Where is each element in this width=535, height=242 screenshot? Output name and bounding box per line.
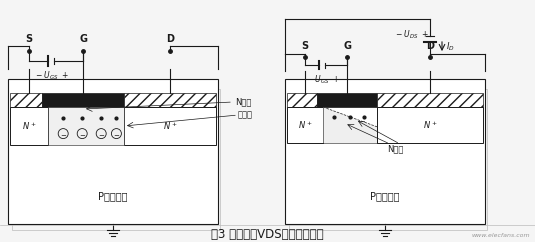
Text: S: S [301, 41, 309, 51]
Text: $I_D$: $I_D$ [446, 41, 455, 53]
Text: 耗尽层: 耗尽层 [238, 111, 253, 120]
Bar [124, 93, 216, 107]
Text: $-$: $-$ [59, 131, 67, 136]
Text: $-$: $-$ [97, 131, 105, 136]
Bar [377, 107, 483, 143]
Bar [289, 89, 487, 230]
Bar [48, 107, 124, 145]
Text: $-$: $-$ [79, 131, 86, 136]
Bar [8, 79, 218, 224]
Bar [10, 93, 42, 107]
Text: P型硅衬底: P型硅衬底 [370, 191, 400, 201]
Text: D: D [166, 34, 174, 44]
Text: N沟道: N沟道 [387, 144, 403, 153]
Text: $N^+$: $N^+$ [423, 119, 437, 131]
Text: $-$: $-$ [113, 131, 120, 136]
Text: $-\ U_{GS}\ +$: $-\ U_{GS}\ +$ [306, 73, 340, 85]
Bar [287, 93, 317, 107]
Bar [377, 93, 483, 107]
Text: P型硅衬底: P型硅衬底 [98, 191, 128, 201]
Text: $N^+$: $N^+$ [163, 120, 177, 132]
Text: www.elecfans.com: www.elecfans.com [471, 233, 530, 238]
Text: D: D [426, 41, 434, 51]
Bar [285, 79, 485, 224]
Bar [42, 93, 124, 107]
Text: G: G [343, 41, 351, 51]
Polygon shape [323, 107, 377, 143]
Text: $-\ U_{DS}\ +$: $-\ U_{DS}\ +$ [395, 28, 429, 41]
Text: S: S [26, 34, 33, 44]
Bar [287, 107, 323, 143]
Text: $-\ U_{GS}\ +$: $-\ U_{GS}\ +$ [35, 69, 69, 82]
Bar [124, 107, 216, 145]
Text: $N^+$: $N^+$ [22, 120, 36, 132]
Bar [317, 93, 377, 107]
Text: G: G [79, 34, 87, 44]
Text: N沟道: N沟道 [235, 98, 251, 106]
Bar [12, 89, 220, 230]
Text: 图3 漏源电压VDS对沟道的影响: 图3 漏源电压VDS对沟道的影响 [211, 227, 323, 241]
Text: $N^+$: $N^+$ [298, 119, 312, 131]
Bar [10, 107, 48, 145]
